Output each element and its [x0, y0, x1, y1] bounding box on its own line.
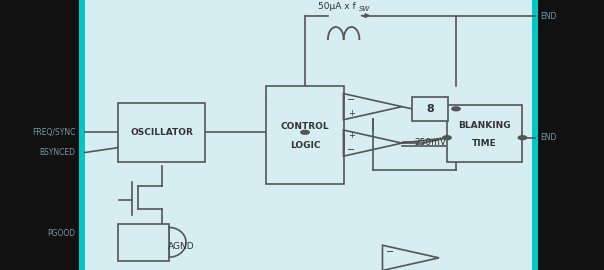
- Text: PGOOD: PGOOD: [47, 229, 76, 238]
- Text: −: −: [347, 145, 356, 155]
- Text: +: +: [348, 109, 355, 118]
- Circle shape: [452, 107, 460, 111]
- Bar: [412, 97, 448, 121]
- Bar: [79, 0, 85, 270]
- Circle shape: [301, 130, 309, 134]
- Text: AGND: AGND: [168, 242, 194, 251]
- Text: TIME: TIME: [472, 139, 497, 148]
- Text: OSCILLATOR: OSCILLATOR: [130, 128, 193, 137]
- Text: BLANKING: BLANKING: [458, 120, 511, 130]
- Text: BSYNCED: BSYNCED: [39, 148, 76, 157]
- Circle shape: [443, 136, 451, 140]
- Circle shape: [518, 136, 527, 140]
- Text: −: −: [347, 95, 356, 105]
- Text: 50μA x f: 50μA x f: [318, 2, 355, 11]
- Text: END: END: [541, 133, 557, 142]
- Text: FREQ/SYNC: FREQ/SYNC: [32, 128, 76, 137]
- Text: CONTROL: CONTROL: [281, 122, 329, 131]
- Text: SW: SW: [359, 6, 370, 12]
- Text: +: +: [348, 131, 355, 140]
- Bar: [118, 224, 169, 261]
- Text: 250mV: 250mV: [414, 138, 446, 147]
- Bar: [118, 103, 205, 162]
- Text: LOGIC: LOGIC: [290, 141, 320, 150]
- Bar: [82, 0, 538, 270]
- Text: −: −: [386, 247, 394, 257]
- Bar: [532, 0, 538, 270]
- Bar: [266, 86, 344, 184]
- Text: END: END: [541, 12, 557, 21]
- Bar: [447, 105, 522, 162]
- Text: 8: 8: [426, 104, 434, 114]
